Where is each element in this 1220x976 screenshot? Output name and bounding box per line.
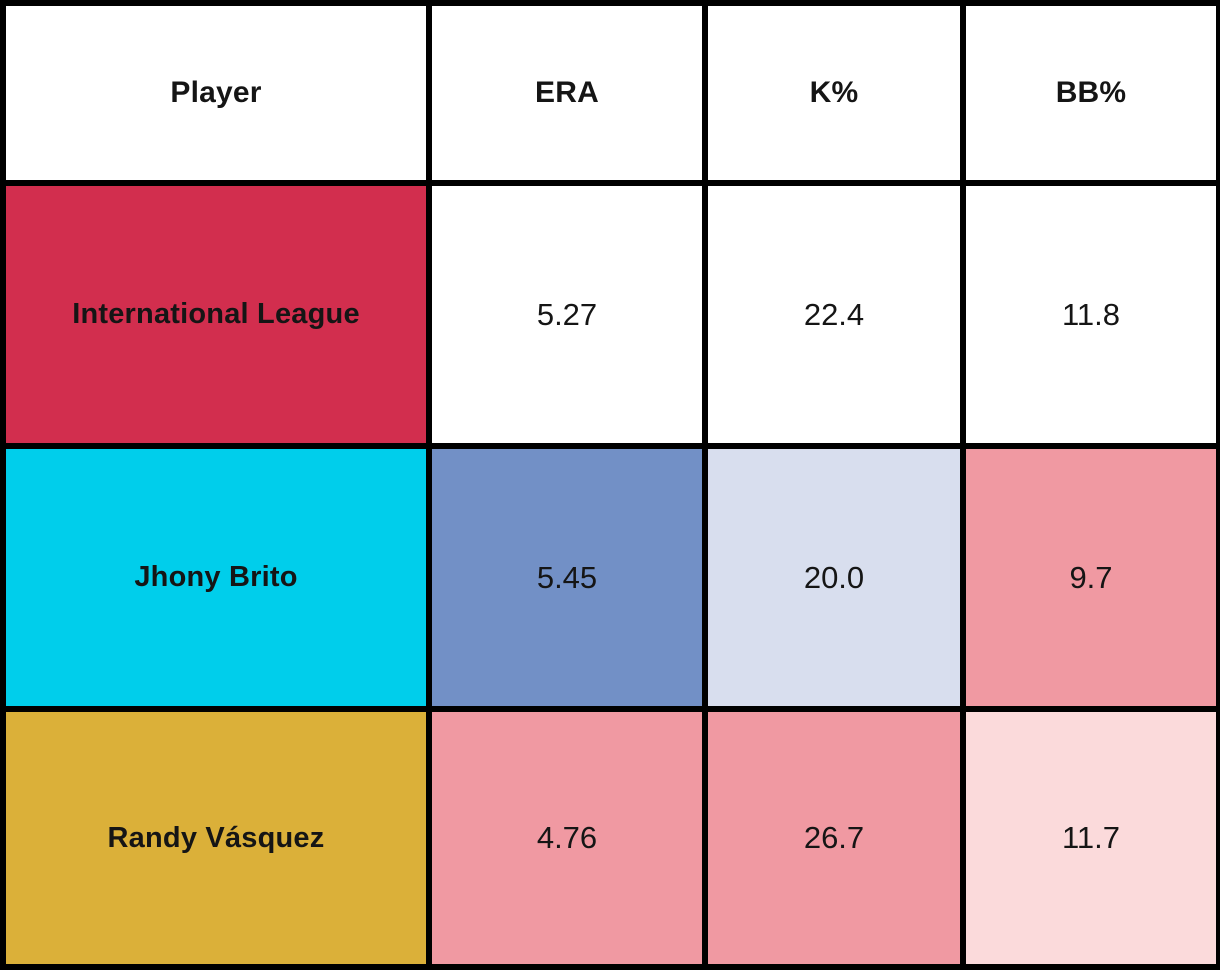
era-value-cell: 4.76 (426, 706, 708, 970)
era-value-cell: 5.45 (426, 443, 708, 712)
table-row: Randy Vásquez 4.76 26.7 11.7 (0, 706, 1220, 970)
column-header-player: Player (0, 0, 432, 186)
column-header-era: ERA (426, 0, 708, 186)
player-name-cell: Jhony Brito (0, 443, 432, 712)
table-row: International League 5.27 22.4 11.8 (0, 180, 1220, 449)
bbpct-value-cell: 9.7 (960, 443, 1220, 712)
kpct-value-cell: 22.4 (702, 180, 966, 449)
column-header-kpct: K% (702, 0, 966, 186)
kpct-value-cell: 26.7 (702, 706, 966, 970)
player-name-cell: Randy Vásquez (0, 706, 432, 970)
header-row: Player ERA K% BB% (0, 0, 1220, 186)
table-row: Jhony Brito 5.45 20.0 9.7 (0, 443, 1220, 712)
kpct-value-cell: 20.0 (702, 443, 966, 712)
column-header-bbpct: BB% (960, 0, 1220, 186)
era-value-cell: 5.27 (426, 180, 708, 449)
bbpct-value-cell: 11.8 (960, 180, 1220, 449)
player-name-cell: International League (0, 180, 432, 449)
bbpct-value-cell: 11.7 (960, 706, 1220, 970)
